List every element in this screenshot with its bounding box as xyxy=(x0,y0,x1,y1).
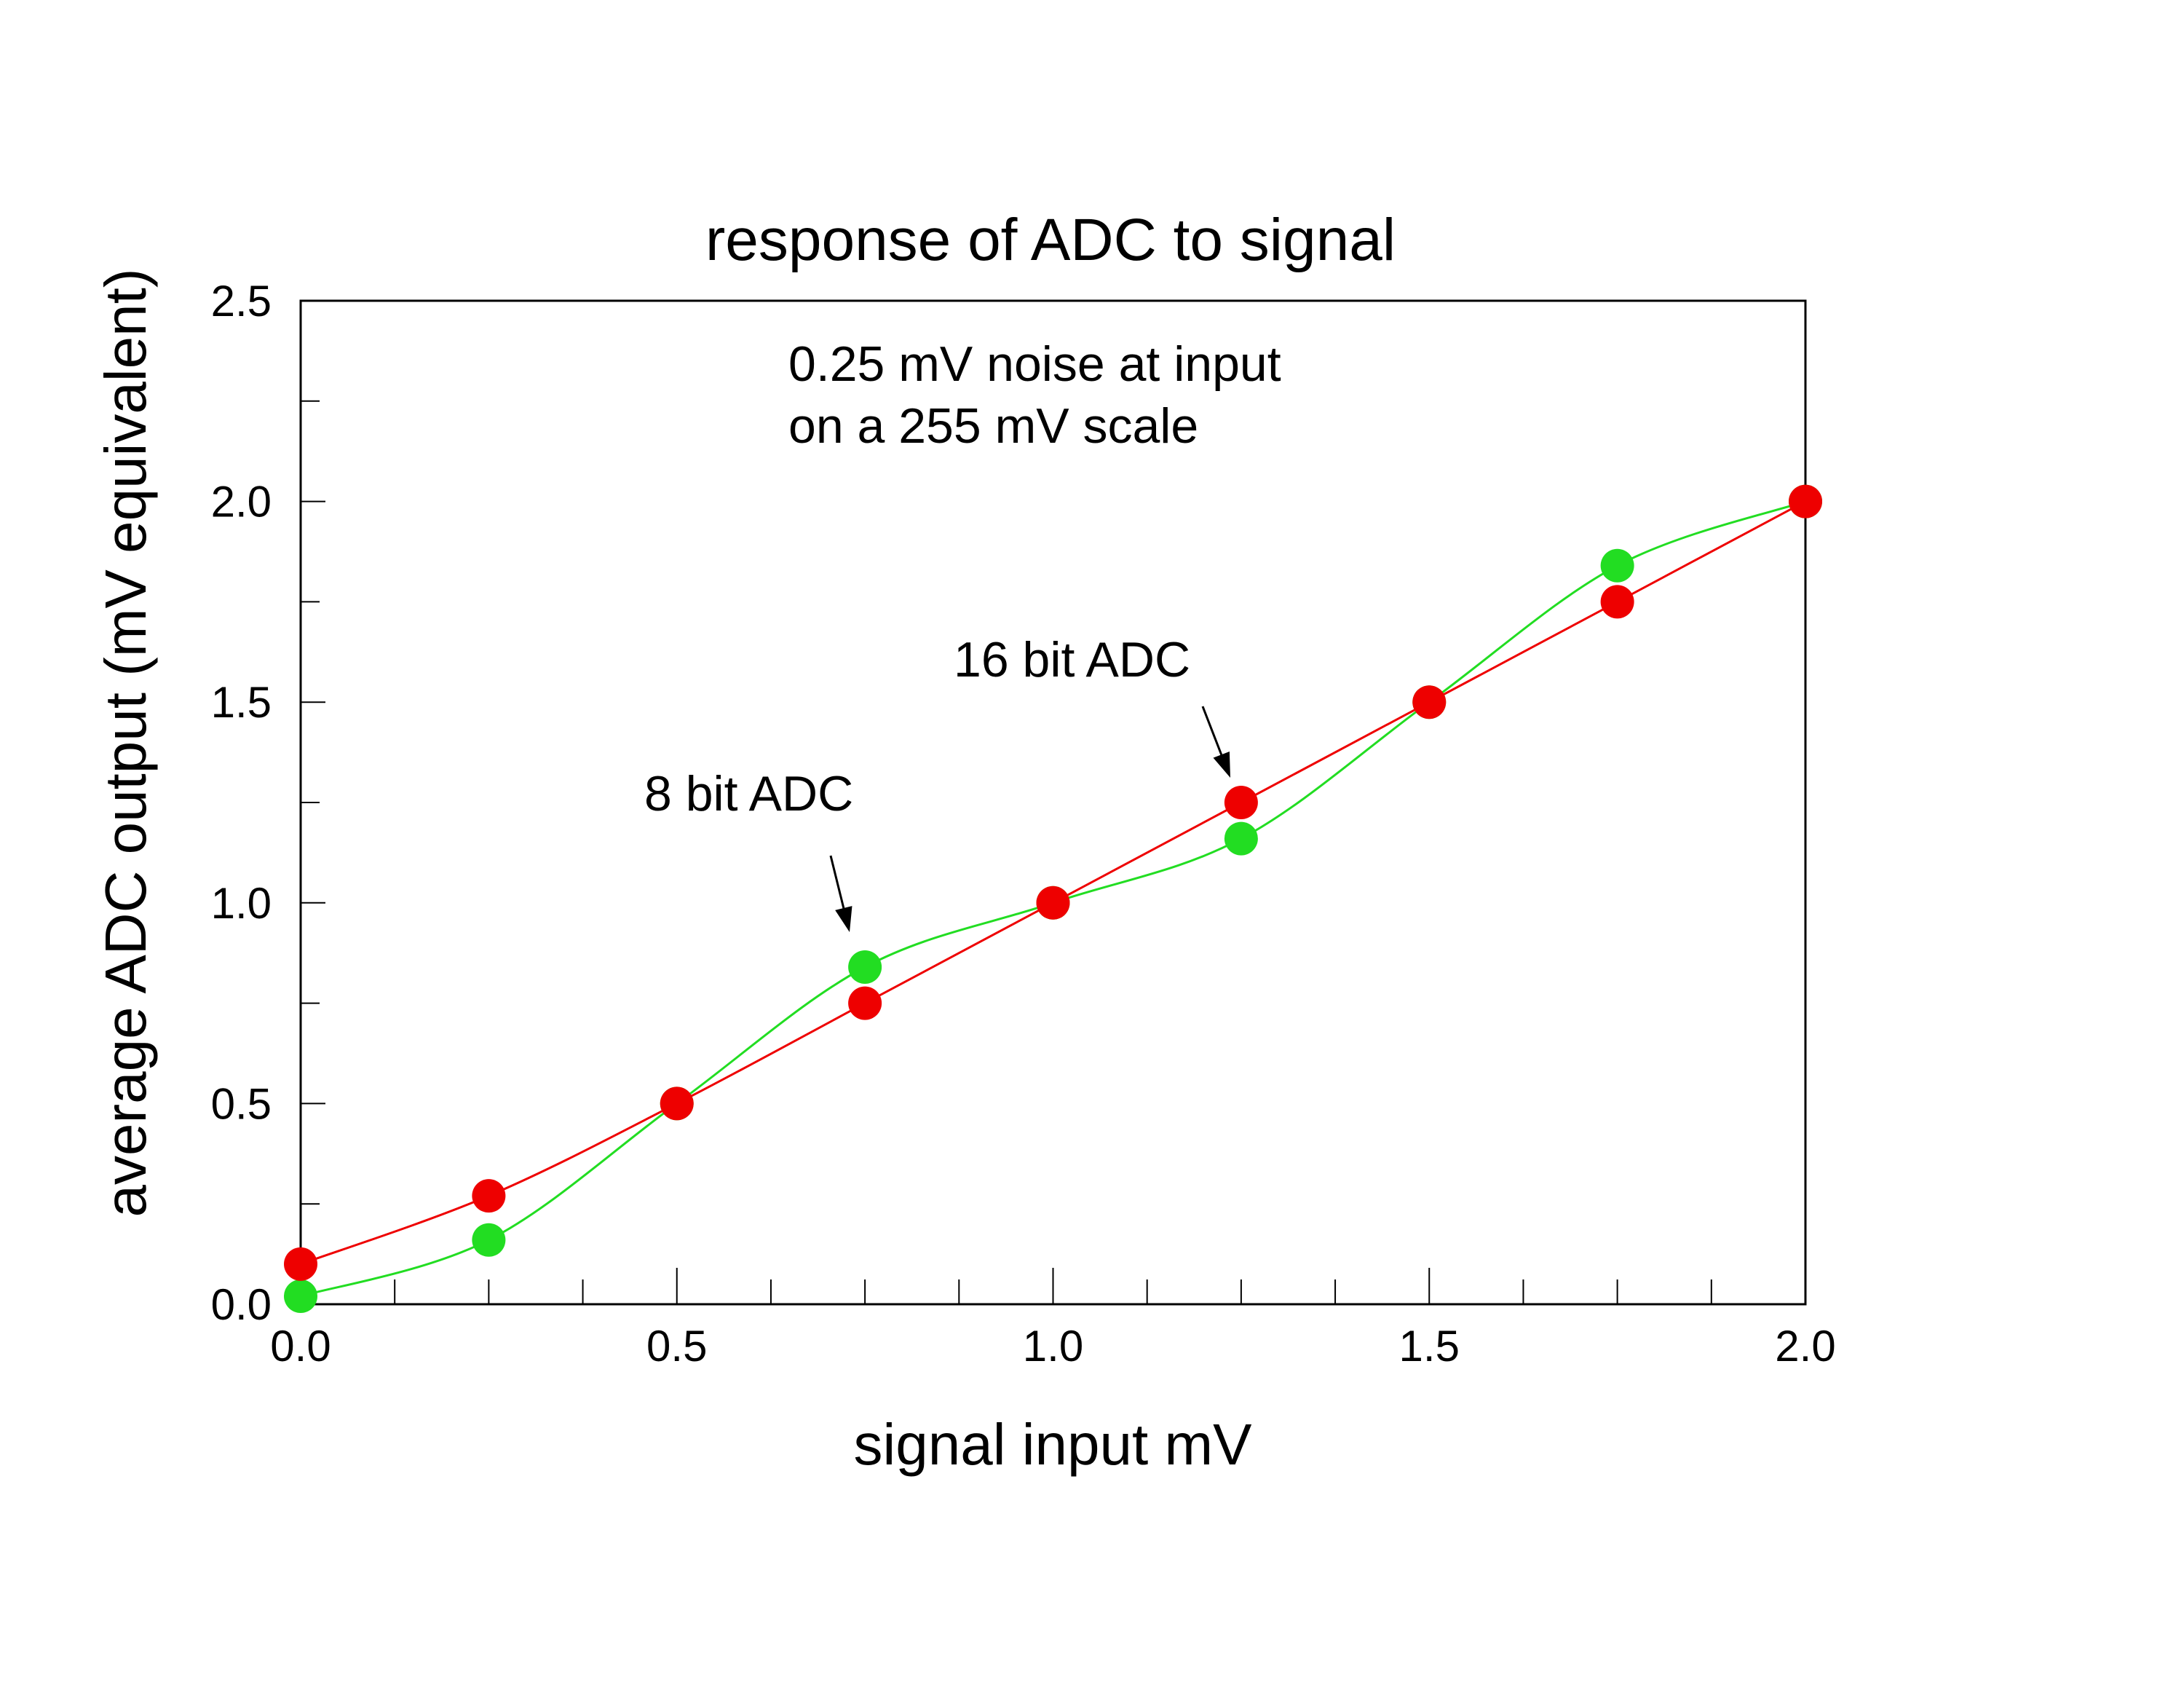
noise-note-line-2: on a 255 mV scale xyxy=(788,398,1198,454)
x-tick-label: 1.0 xyxy=(1023,1322,1083,1370)
series-1-point xyxy=(848,986,882,1020)
series-1-point xyxy=(1036,886,1070,920)
y-tick-label: 0.0 xyxy=(211,1280,272,1329)
series-1-point xyxy=(1412,685,1447,719)
annotation-label: 16 bit ADC xyxy=(954,632,1190,687)
series-0-point xyxy=(472,1223,506,1257)
annotation-layer: 8 bit ADC 16 bit ADC xyxy=(644,632,1230,932)
annotation-arrowhead xyxy=(835,906,852,932)
x-axis-title: signal input mV xyxy=(854,1412,1253,1477)
annotation-arrowhead xyxy=(1213,751,1230,778)
annotation-arrow xyxy=(1201,706,1224,761)
y-axis-title: average ADC output (mV equivalent) xyxy=(93,269,158,1218)
series-0-point xyxy=(1600,548,1634,583)
x-tick-label: 0.0 xyxy=(270,1322,331,1370)
y-tick-label: 1.0 xyxy=(211,879,272,928)
y-tick-label: 2.5 xyxy=(211,277,272,326)
series-0-point xyxy=(284,1279,317,1313)
series-1-point xyxy=(472,1179,506,1213)
x-tick-label: 2.0 xyxy=(1775,1322,1835,1370)
chart-title: response of ADC to signal xyxy=(705,207,1396,273)
y-tick-label: 1.5 xyxy=(211,678,272,727)
series-1-point xyxy=(1224,786,1258,819)
minor-ticks xyxy=(300,300,1806,1305)
x-tick-label: 0.5 xyxy=(646,1322,707,1370)
series-0-point xyxy=(848,950,882,984)
annotation-label: 8 bit ADC xyxy=(644,766,853,821)
y-tick-labels: 0.0 0.5 1.0 1.5 2.0 2.5 xyxy=(211,277,272,1329)
x-tick-label: 1.5 xyxy=(1399,1322,1460,1370)
y-tick-label: 2.0 xyxy=(211,478,272,526)
series-0-point xyxy=(1224,821,1258,856)
noise-note-line-1: 0.25 mV noise at input xyxy=(788,336,1281,392)
series-1-point xyxy=(1789,484,1822,518)
series-line-1 xyxy=(300,500,1806,1266)
series-1-point xyxy=(284,1247,317,1281)
y-tick-label: 0.5 xyxy=(211,1079,272,1128)
series-1-point xyxy=(1600,585,1634,619)
annotation-arrow xyxy=(829,855,846,914)
series-1-point xyxy=(660,1086,694,1121)
x-tick-labels: 0.0 0.5 1.0 1.5 2.0 xyxy=(270,1322,1835,1370)
series-layer xyxy=(284,484,1822,1313)
